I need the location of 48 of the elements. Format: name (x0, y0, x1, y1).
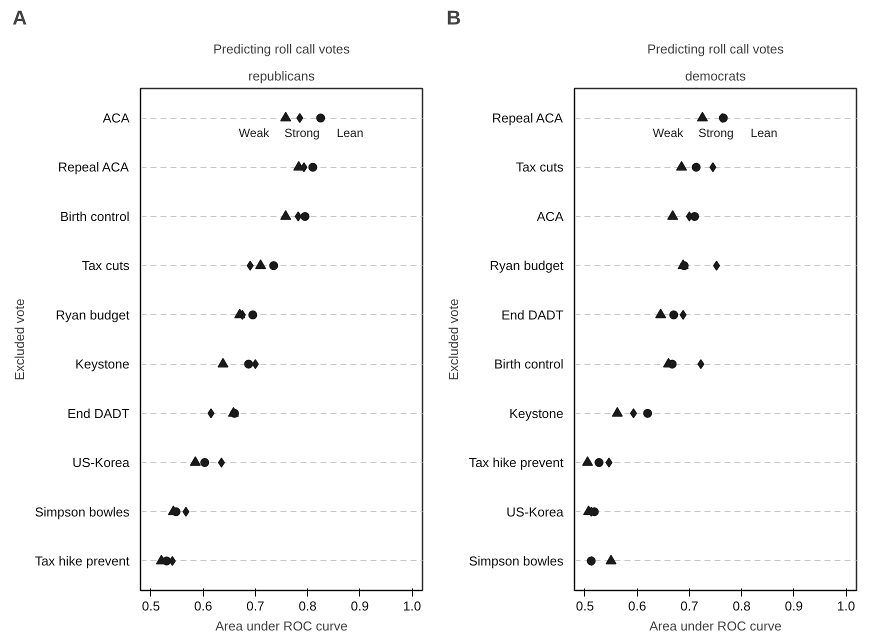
y-tick-label: Ryan budget (490, 258, 564, 274)
x-tick-label: 0.5 (142, 598, 160, 614)
chart-subtitle: democrats (685, 68, 746, 84)
chart-title: Predicting roll call votes (647, 42, 784, 56)
series-label: Lean (336, 126, 364, 140)
y-tick-label: Birth control (60, 208, 130, 224)
x-tick-label: 0.9 (350, 598, 369, 614)
y-tick-label: US-Korea (72, 455, 130, 470)
x-tick-label: 0.5 (576, 598, 594, 614)
x-tick-label: 0.8 (298, 598, 317, 614)
y-tick-label: Birth control (494, 356, 564, 372)
y-tick-label: End DADT (501, 307, 564, 322)
y-tick-label: Simpson bowles (34, 504, 130, 520)
y-tick-label: ACA (102, 110, 130, 126)
x-axis-title: Area under ROC curve (215, 618, 348, 634)
chart-title: Predicting roll call votes (213, 42, 350, 56)
x-tick-label: 1.0 (403, 598, 422, 614)
x-tick-label: 0.7 (246, 598, 264, 614)
x-tick-label: 0.6 (628, 598, 646, 614)
y-tick-label: Repeal ACA (58, 160, 130, 175)
y-tick-label: End DADT (67, 406, 130, 421)
x-axis-title: Area under ROC curve (649, 618, 782, 634)
text: B (446, 8, 461, 30)
y-axis-title: Excluded vote (446, 298, 461, 380)
series-label: Strong (698, 126, 734, 140)
y-tick-label: Keystone (509, 406, 564, 421)
series-label: Strong (284, 126, 320, 140)
y-tick-label: ACA (536, 208, 564, 224)
chart-subtitle: republicans (248, 68, 316, 84)
y-tick-label: Tax cuts (516, 160, 564, 175)
x-tick-label: 0.6 (194, 598, 212, 614)
x-tick-label: 0.8 (732, 598, 751, 614)
text: A (12, 8, 27, 30)
y-tick-label: Tax cuts (82, 258, 130, 274)
y-tick-label: Ryan budget (56, 307, 130, 322)
y-tick-label: Simpson bowles (468, 553, 564, 568)
y-tick-label: Keystone (75, 356, 130, 372)
x-tick-label: 0.9 (784, 598, 803, 614)
x-tick-label: 0.7 (680, 598, 698, 614)
text: Lean (750, 126, 778, 140)
y-tick-label: Repeal ACA (492, 110, 564, 126)
series-label: Weak (238, 126, 270, 140)
series-label: Weak (652, 126, 684, 140)
y-tick-label: Tax hike prevent (468, 455, 564, 470)
y-axis-title: Excluded vote (12, 298, 27, 380)
x-tick-label: 1.0 (837, 598, 856, 614)
y-tick-label: Tax hike prevent (34, 553, 130, 568)
y-tick-label: US-Korea (506, 504, 564, 520)
